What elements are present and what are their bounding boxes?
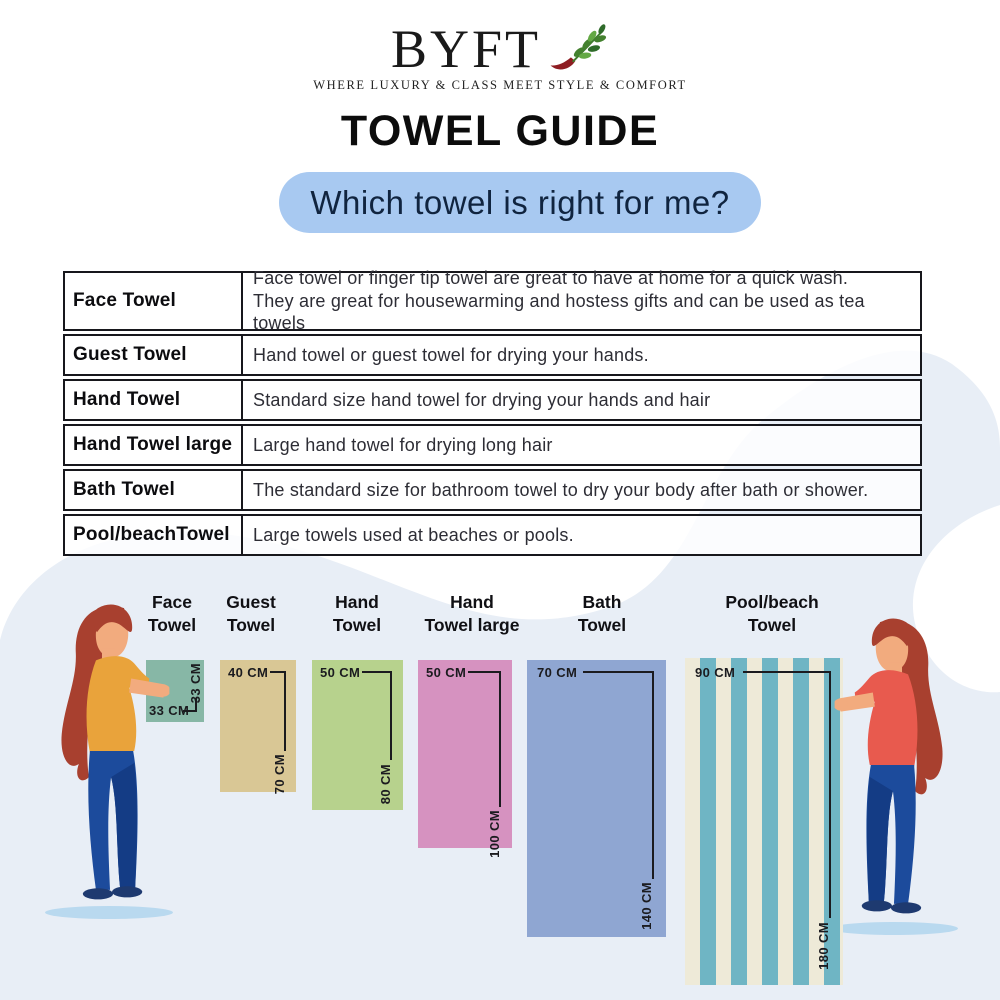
table-row: Pool/beachTowel Large towels used at bea… [63,514,922,556]
right-person-illustration [834,612,966,934]
hand-towel-height-label: 80 CM [378,764,393,805]
towel-column-header-face: Face Towel [147,592,197,635]
right-person-shadow [830,922,958,935]
pool-beach-towel-swatch: 90 CM 180 CM [685,658,843,985]
towel-description-cell: Face towel or finger tip towel are great… [253,268,865,334]
towel-description-cell: The standard size for bathroom towel to … [253,479,869,500]
pool-beach-towel-width-label: 90 CM [695,665,736,680]
hand-towel-large-height-label: 100 CM [487,810,502,858]
towel-description-cell: Standard size hand towel for drying your… [253,389,711,410]
page-title: TOWEL GUIDE [340,107,660,155]
table-row: Guest Towel Hand towel or guest towel fo… [63,334,922,376]
towel-type-cell: Guest Towel [65,336,243,374]
towel-column-header-bath: Bath Towel [577,592,627,635]
hand-towel-width-label: 50 CM [320,665,361,680]
bath-towel-height-label: 140 CM [639,882,654,930]
towel-column-header-hand: Hand Towel [332,592,382,635]
towel-type-cell: Hand Towel [65,381,243,419]
towel-description-cell: Hand towel or guest towel for drying you… [253,344,649,365]
towel-column-header-hand-large: Hand Towel large [424,592,520,635]
bath-towel-width-label: 70 CM [537,665,578,680]
hand-towel-large-swatch: 50 CM 100 CM [418,660,512,858]
left-person-shadow [45,906,173,919]
guest-towel-height-label: 70 CM [272,754,287,795]
towel-description-cell: Large hand towel for drying long hair [253,434,553,455]
towel-type-cell: Pool/beachTowel [65,516,243,554]
table-row: Hand Towel Standard size hand towel for … [63,379,922,421]
hand-towel-swatch: 50 CM 80 CM [312,660,403,810]
leaf-logo-icon [550,24,607,70]
towel-type-cell: Face Towel [65,273,243,329]
hand-towel-large-width-label: 50 CM [426,665,467,680]
brand-logo: BYFT [0,22,1000,76]
guest-towel-swatch: 40 CM 70 CM [220,660,296,795]
towel-type-cell: Hand Towel large [65,426,243,464]
towel-type-cell: Bath Towel [65,471,243,509]
table-row: Bath Towel The standard size for bathroo… [63,469,922,511]
table-row: Face Towel Face towel or finger tip towe… [63,268,922,334]
brand-tagline: WHERE LUXURY & CLASS MEET STYLE & COMFOR… [313,78,687,92]
towel-description-cell: Large towels used at beaches or pools. [253,524,574,545]
brand-name: BYFT [390,19,542,79]
table-row: Hand Towel large Large hand towel for dr… [63,424,922,466]
face-towel-width-label: 33 CM [149,703,190,718]
bath-towel-swatch: 70 CM 140 CM [527,660,666,937]
towel-column-header-pool: Pool/beach Towel [725,592,819,635]
pool-beach-towel-height-label: 180 CM [816,922,831,970]
guest-towel-width-label: 40 CM [228,665,269,680]
question-banner: Which towel is right for me? [279,172,761,233]
header: BYFT WHERE LUXURY & CLASS MEET STYLE & C… [0,22,1000,156]
question-banner-text: Which towel is right for me? [310,183,730,221]
towel-column-header-guest: Guest Towel [226,592,276,635]
towel-guide-table: Face Towel Face towel or finger tip towe… [63,268,922,559]
left-person-illustration [38,598,170,920]
